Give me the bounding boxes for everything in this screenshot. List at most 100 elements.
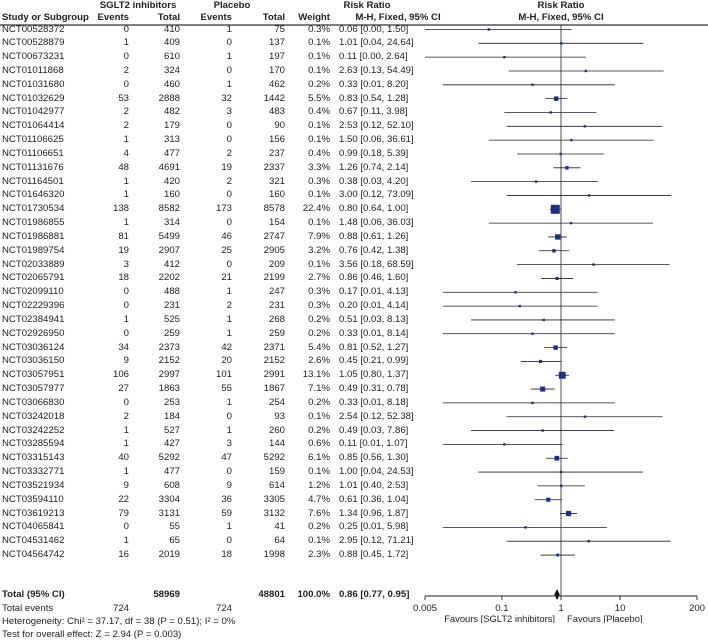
events-placebo: 46 [221,230,232,242]
weight-value: 0.3% [308,300,330,312]
study-name: NCT03036124 [2,341,65,353]
total-risk-ratio-ci: 0.86 [0.77, 0.95] [339,589,410,600]
events-sglt2: 106 [112,369,129,381]
events-placebo: 0 [226,64,232,76]
weight-value: 7.6% [308,507,330,519]
risk-ratio-ci: 1.34 [0.96, 1.87] [339,507,409,519]
events-placebo: 2 [226,175,232,187]
favours-left-label: Favours [SGLT2 inhibitors] [444,613,555,623]
total-sglt2: 179 [163,120,180,132]
events-placebo: 1 [226,521,232,533]
events-sglt2: 1 [123,424,129,436]
events-placebo: 0 [226,535,232,547]
header-events2: Events [200,12,232,23]
total-placebo: 41 [274,521,285,533]
study-name: NCT02229396 [2,300,65,312]
weight-value: 3.2% [308,244,330,256]
total-sglt2: 253 [163,396,180,408]
risk-ratio-ci: 0.33 [0.01, 8.18] [339,396,409,408]
events-placebo: 9 [226,479,232,491]
study-marker [584,69,588,73]
risk-ratio-ci: 0.33 [0.01, 8.20] [339,78,409,90]
study-name: NCT02065791 [2,272,65,284]
weight-value: 0.1% [308,217,330,229]
weight-value: 2.6% [308,355,330,367]
weight-value: 7.1% [308,383,330,395]
study-marker [559,152,562,156]
total-sglt2: 2907 [158,244,180,256]
total-sglt2: 409 [163,37,180,49]
events-sglt2: 138 [112,203,129,215]
events-placebo: 0 [226,258,232,270]
events-placebo: 2 [226,300,232,312]
events-sglt2: 81 [118,230,129,242]
weight-value: 6.1% [308,452,330,464]
risk-ratio-ci: 2.54 [0.12, 52.38] [339,410,414,422]
events-sglt2: 0 [123,23,129,35]
total-placebo: 2371 [263,341,285,353]
study-marker [570,138,573,142]
events-sglt2: 53 [118,92,129,104]
study-marker [587,540,590,543]
heterogeneity-text: Heterogeneity: Chi² = 37.17, df = 38 (P … [2,616,236,627]
events-sglt2: 18 [118,272,129,284]
total-placebo: 254 [268,396,285,408]
total-weight: 100.0% [297,589,330,600]
events-placebo: 1 [226,327,232,339]
events-sglt2: 1 [123,175,129,187]
risk-ratio-ci: 0.76 [0.42, 1.38] [339,244,409,256]
events-placebo: 36 [221,493,232,505]
total-n-sglt2: 58969 [153,589,180,600]
total-placebo: 156 [268,134,285,146]
events-sglt2: 0 [123,300,129,312]
weight-value: 0.1% [308,535,330,547]
events-placebo: 3 [226,106,232,118]
total-placebo: 462 [268,78,285,90]
study-marker [553,96,559,101]
total-placebo: 2905 [263,244,285,256]
total-sglt2: 314 [163,217,180,229]
total-sglt2: 1863 [158,383,180,395]
study-name: NCT00528372 [2,23,65,35]
total-events-sglt2: 724 [112,603,129,614]
total-placebo: 154 [268,217,285,229]
x-tick-label: 200 [689,603,705,614]
risk-ratio-ci: 0.17 [0.01, 4.13] [339,286,409,298]
events-sglt2: 0 [123,327,129,339]
total-placebo: 3132 [263,507,285,519]
total-placebo: 90 [274,120,285,132]
header-rr-left: Risk Ratio [343,0,391,11]
study-marker [587,194,591,197]
total-placebo: 8578 [263,203,285,215]
total-placebo: 93 [274,410,285,422]
study-marker [503,55,506,59]
risk-ratio-ci: 0.49 [0.31, 0.78] [339,383,409,395]
risk-ratio-ci: 0.20 [0.01, 4.14] [339,300,409,312]
weight-value: 0.6% [308,438,330,450]
events-sglt2: 19 [118,244,129,256]
study-name: NCT01031680 [2,78,65,90]
events-sglt2: 0 [123,521,129,533]
events-placebo: 1 [226,51,232,63]
total-sglt2: 610 [163,51,180,63]
total-placebo: 197 [268,51,285,63]
weight-value: 4.7% [308,493,330,505]
total-events-label: Total events [2,603,54,614]
study-marker [531,332,534,335]
risk-ratio-ci: 1.48 [0.06, 36.03] [339,217,414,229]
total-placebo: 1998 [263,549,285,561]
study-marker [531,83,534,87]
risk-ratio-ci: 0.49 [0.03, 7.86] [339,424,409,436]
risk-ratio-ci: 1.05 [0.80, 1.37] [339,369,409,381]
total-sglt2: 477 [163,147,180,159]
events-sglt2: 0 [123,78,129,90]
events-placebo: 1 [226,313,232,325]
weight-value: 0.4% [308,106,330,118]
total-placebo: 247 [268,286,285,298]
study-name: NCT01730534 [2,203,65,215]
events-sglt2: 1 [123,189,129,201]
study-name: NCT03332771 [2,466,65,478]
study-name: NCT03594110 [2,493,64,505]
study-marker [524,526,527,529]
